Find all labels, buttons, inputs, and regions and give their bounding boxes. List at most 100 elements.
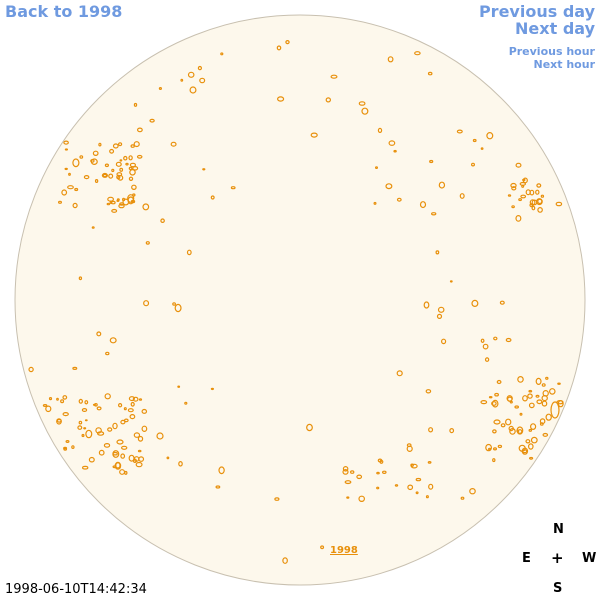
contour-mark [117, 142, 123, 147]
contour-mark [186, 249, 192, 256]
contour-mark [396, 197, 402, 202]
contour-mark [509, 428, 516, 435]
contour-mark [480, 147, 484, 150]
contour-mark [441, 338, 447, 345]
contour-mark [415, 491, 419, 495]
contour-mark [141, 425, 148, 432]
contour-mark [42, 404, 48, 408]
contour-mark [199, 77, 206, 84]
contour-mark [406, 445, 413, 452]
contour-mark [72, 202, 78, 209]
contour-mark [373, 201, 377, 205]
contour-mark [108, 173, 114, 179]
contour-mark [116, 199, 120, 202]
contour-mark [81, 433, 85, 438]
contour-mark [525, 189, 531, 196]
contour-mark [120, 419, 126, 425]
contour-mark [358, 495, 366, 502]
contour-mark [525, 439, 531, 444]
contour-mark [133, 102, 138, 107]
contour-mark [274, 497, 280, 501]
contour-mark [536, 183, 542, 188]
contour-mark [123, 155, 128, 161]
contour-mark [158, 86, 162, 90]
previous-hour-link[interactable]: Previous hour [508, 45, 595, 58]
contour-mark [527, 393, 533, 399]
contour-mark [350, 470, 355, 474]
back-to-year-link[interactable]: Back to 1998 [5, 2, 123, 21]
contour-mark [104, 163, 110, 168]
contour-mark [535, 189, 540, 195]
compass-south: S [553, 581, 563, 596]
contour-mark [419, 201, 427, 209]
contour-mark [91, 226, 95, 229]
contour-mark [28, 366, 34, 373]
contour-mark [136, 154, 143, 159]
contour-mark [95, 427, 102, 434]
contour-mark [172, 302, 177, 306]
contour-mark [330, 74, 338, 79]
contour-mark [505, 418, 512, 426]
contour-mark [492, 429, 497, 434]
contour-mark [62, 395, 68, 400]
contour-mark [129, 414, 136, 420]
contour-mark [376, 471, 380, 475]
contour-mark [166, 456, 170, 460]
year-link[interactable]: 1998 [330, 545, 358, 556]
contour-mark [515, 162, 522, 168]
contour-mark [518, 198, 522, 202]
contour-mark [493, 336, 498, 341]
contour-mark [545, 413, 552, 421]
contour-mark [68, 172, 71, 176]
previous-day-link[interactable]: Previous day [478, 2, 595, 21]
contour-mark [90, 158, 95, 163]
contour-mark [104, 393, 111, 400]
next-day-link[interactable]: Next day [515, 19, 595, 38]
contour-mark [545, 376, 549, 380]
contour-mark [125, 162, 129, 166]
contour-mark [189, 86, 197, 94]
contour-mark [187, 71, 195, 78]
contour-mark [342, 469, 349, 475]
contour-mark [471, 162, 476, 167]
contour-mark [72, 366, 78, 370]
contour-mark [135, 461, 143, 468]
contour-mark [71, 445, 75, 450]
contour-mark [493, 419, 501, 425]
contour-mark [83, 175, 90, 180]
contour-mark [78, 420, 83, 425]
contour-mark [84, 419, 88, 422]
contour-mark [277, 96, 285, 102]
contour-layer [28, 39, 564, 564]
contour-mark [101, 172, 109, 178]
contour-mark [109, 337, 117, 344]
contour-mark [471, 299, 479, 307]
contour-mark [517, 376, 524, 383]
contour-mark [60, 399, 65, 404]
contour-mark [488, 396, 493, 399]
contour-mark [109, 148, 115, 154]
contour-mark [83, 427, 87, 430]
contour-mark [529, 199, 536, 206]
contour-mark [106, 202, 111, 206]
contour-mark [491, 399, 499, 408]
contour-mark [137, 449, 142, 453]
contour-mark [63, 140, 69, 145]
contour-mark [81, 465, 89, 470]
contour-mark [115, 462, 121, 469]
contour-mark [557, 382, 561, 385]
contour-mark [485, 443, 493, 452]
contour-mark [497, 444, 503, 449]
contour-mark [105, 351, 110, 356]
contour-mark [414, 51, 421, 56]
next-hour-link[interactable]: Next hour [533, 58, 596, 71]
contour-mark [84, 400, 89, 405]
contour-mark [85, 429, 93, 439]
contour-mark [531, 205, 536, 211]
contour-mark [112, 451, 118, 456]
compass-north: N [553, 522, 564, 537]
contour-mark [542, 432, 549, 437]
contour-mark [88, 456, 95, 463]
contour-mark [407, 484, 414, 491]
